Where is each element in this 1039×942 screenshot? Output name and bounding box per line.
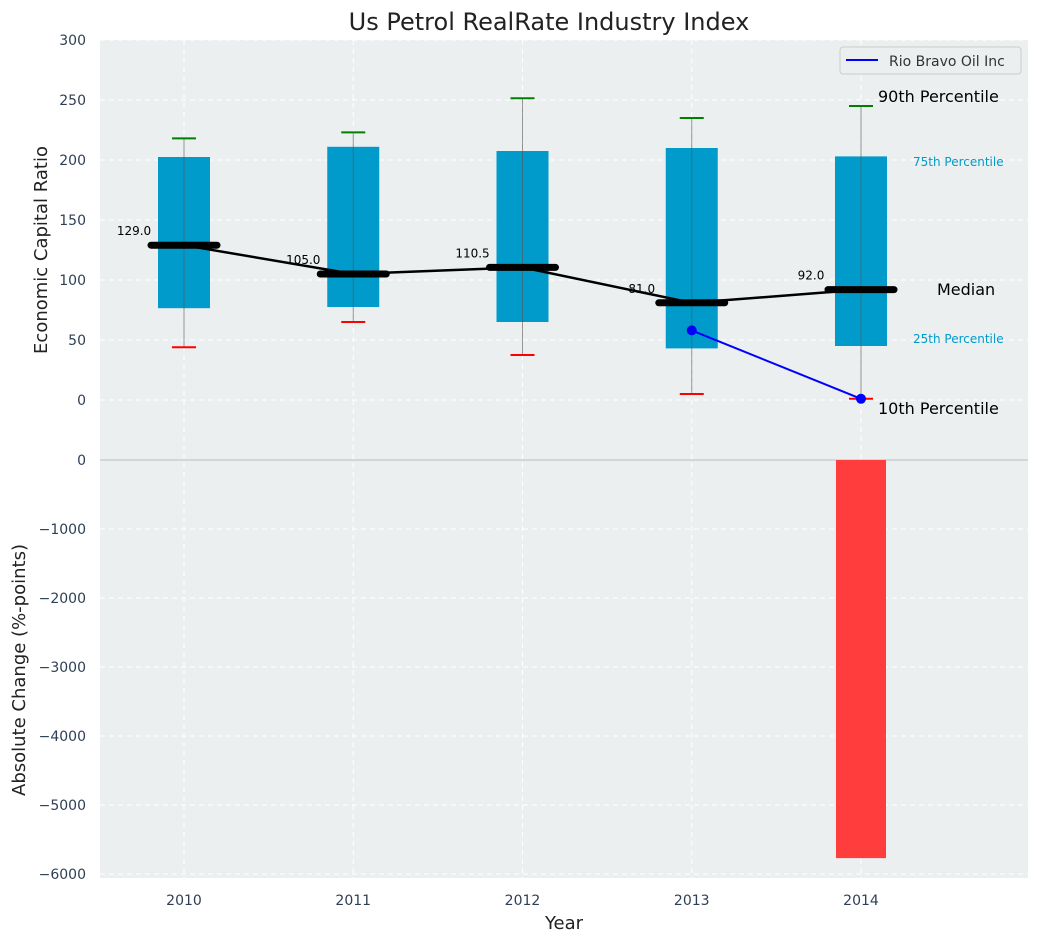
bottom-plot-area [100, 460, 1028, 878]
x-tick-label: 2014 [843, 893, 879, 909]
annotation-p10: 10th Percentile [878, 399, 999, 418]
series-point [856, 393, 866, 404]
x-tick-label: 2012 [505, 893, 541, 909]
y-tick-label: −6000 [39, 867, 86, 883]
median-label: 105.0 [286, 253, 320, 267]
x-tick-label: 2013 [674, 893, 710, 909]
y-tick-label: −4000 [39, 729, 86, 745]
median-label: 110.5 [455, 246, 489, 260]
y-tick-label: −5000 [39, 798, 86, 814]
y-tick-label: 150 [59, 213, 86, 229]
legend-label: Rio Bravo Oil Inc [889, 54, 1005, 70]
x-tick-label: 2010 [166, 893, 202, 909]
y-tick-label: −3000 [39, 660, 86, 676]
annotation-p25: 25th Percentile [913, 332, 1004, 346]
y-tick-label: 0 [77, 453, 86, 469]
annotation-p75: 75th Percentile [913, 155, 1004, 169]
y-tick-label: 100 [59, 273, 86, 289]
y-tick-label: 200 [59, 153, 86, 169]
y-tick-label: 0 [77, 393, 86, 409]
median-label: 92.0 [798, 269, 825, 283]
chart-title: Us Petrol RealRate Industry Index [349, 8, 750, 36]
y-tick-label: 300 [59, 33, 86, 49]
median-label: 81.0 [628, 282, 655, 296]
legend: Rio Bravo Oil Inc [839, 46, 1022, 75]
annotation-p90: 90th Percentile [878, 87, 999, 106]
y-tick-label: −1000 [39, 522, 86, 538]
median-label: 129.0 [117, 224, 151, 238]
bottom-y-axis-label: Absolute Change (%-points) [9, 544, 30, 796]
change-bar [836, 460, 886, 859]
series-line [691, 329, 862, 400]
annotation-median: Median [937, 280, 995, 299]
y-tick-label: 250 [59, 93, 86, 109]
series-point [686, 325, 697, 336]
y-tick-label: −2000 [39, 591, 86, 607]
y-tick-label: 50 [68, 333, 86, 349]
x-tick-label: 2011 [335, 893, 371, 909]
x-axis-label: Year [544, 913, 584, 934]
top-y-axis-label: Economic Capital Ratio [31, 146, 52, 354]
